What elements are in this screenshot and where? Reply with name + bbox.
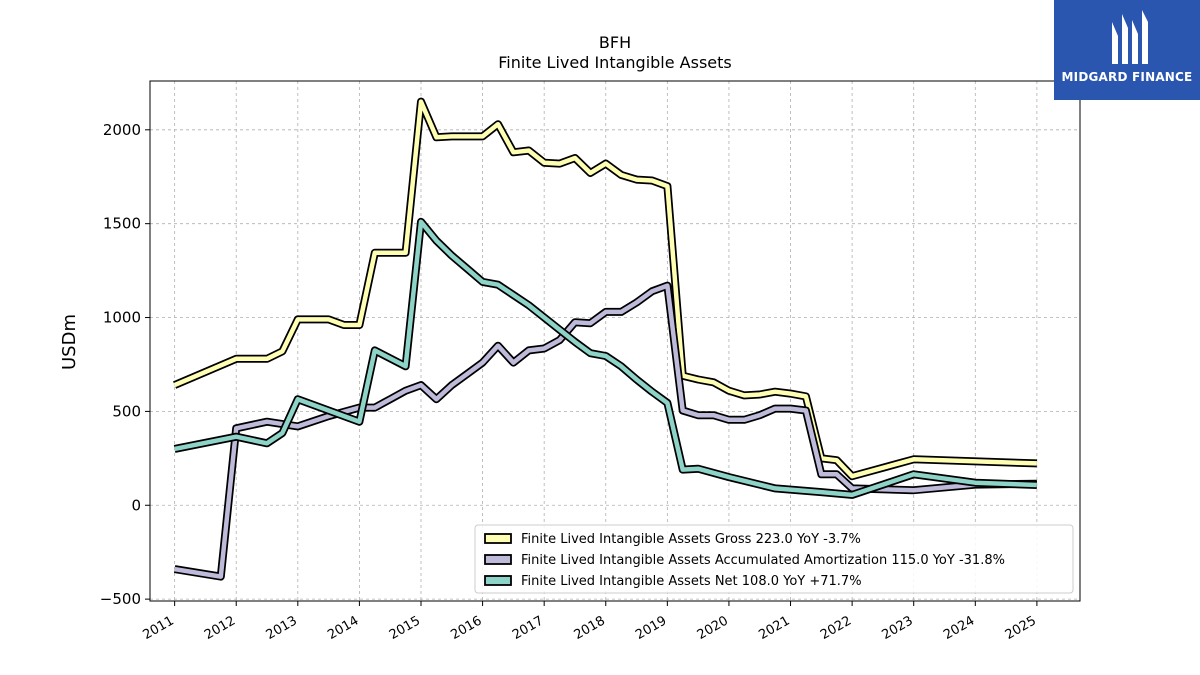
x-tick-label: 2015 xyxy=(387,613,423,643)
x-tick-label: 2017 xyxy=(510,613,546,643)
y-tick-label: 500 xyxy=(112,402,141,420)
series-line-amortization xyxy=(174,283,1037,579)
x-tick-label: 2020 xyxy=(695,613,731,643)
y-tick-label: 1500 xyxy=(103,215,141,233)
chart-title: BFH xyxy=(599,33,631,52)
legend-label-amortization: Finite Lived Intangible Assets Accumulat… xyxy=(521,553,1005,568)
x-tick-label: 2014 xyxy=(325,613,361,643)
x-tick-label: 2024 xyxy=(941,613,977,643)
x-tick-label: 2025 xyxy=(1003,613,1039,643)
x-tick-label: 2012 xyxy=(202,613,238,643)
x-tick-label: 2021 xyxy=(756,613,792,643)
y-tick-label: 1000 xyxy=(103,309,141,327)
logo-text: MIDGARD FINANCE xyxy=(1061,70,1193,84)
series-outline-gross xyxy=(173,97,1038,481)
x-tick-label: 2011 xyxy=(140,613,176,643)
legend-label-gross: Finite Lived Intangible Assets Gross 223… xyxy=(521,532,861,547)
series-line-net xyxy=(174,219,1037,498)
x-tick-label: 2022 xyxy=(818,613,854,643)
chart-subtitle: Finite Lived Intangible Assets xyxy=(498,53,731,72)
x-axis: 2011 2012 2013 2014 2015 2016 2017 2018 2019 2020… xyxy=(140,601,1039,643)
y-axis-label: USDm xyxy=(59,314,80,370)
midgard-finance-logo: MIDGARD FINANCE xyxy=(1054,0,1200,100)
plot-area-frame xyxy=(149,80,1081,602)
x-tick-label: 2018 xyxy=(572,613,608,643)
midgard-logo-icon xyxy=(1112,10,1148,64)
x-tick-label: 2013 xyxy=(264,613,300,643)
y-axis: −500 0 500 1000 1500 2000 xyxy=(100,121,150,608)
legend-swatch-net xyxy=(484,575,512,586)
series-layer xyxy=(173,97,1038,581)
y-tick-label: −500 xyxy=(100,590,141,608)
y-tick-label: 0 xyxy=(131,496,141,514)
x-tick-label: 2023 xyxy=(880,613,916,643)
x-tick-label: 2016 xyxy=(448,613,484,643)
y-tick-label: 2000 xyxy=(103,121,141,139)
legend: Finite Lived Intangible Assets Gross 223… xyxy=(474,524,1074,594)
legend-box xyxy=(474,524,1074,594)
legend-swatch-amortization xyxy=(484,554,512,565)
series-line-gross xyxy=(173,99,1037,479)
legend-swatch-gross xyxy=(484,533,512,544)
legend-label-net: Finite Lived Intangible Assets Net 108.0… xyxy=(521,574,862,589)
x-tick-label: 2019 xyxy=(633,613,669,643)
